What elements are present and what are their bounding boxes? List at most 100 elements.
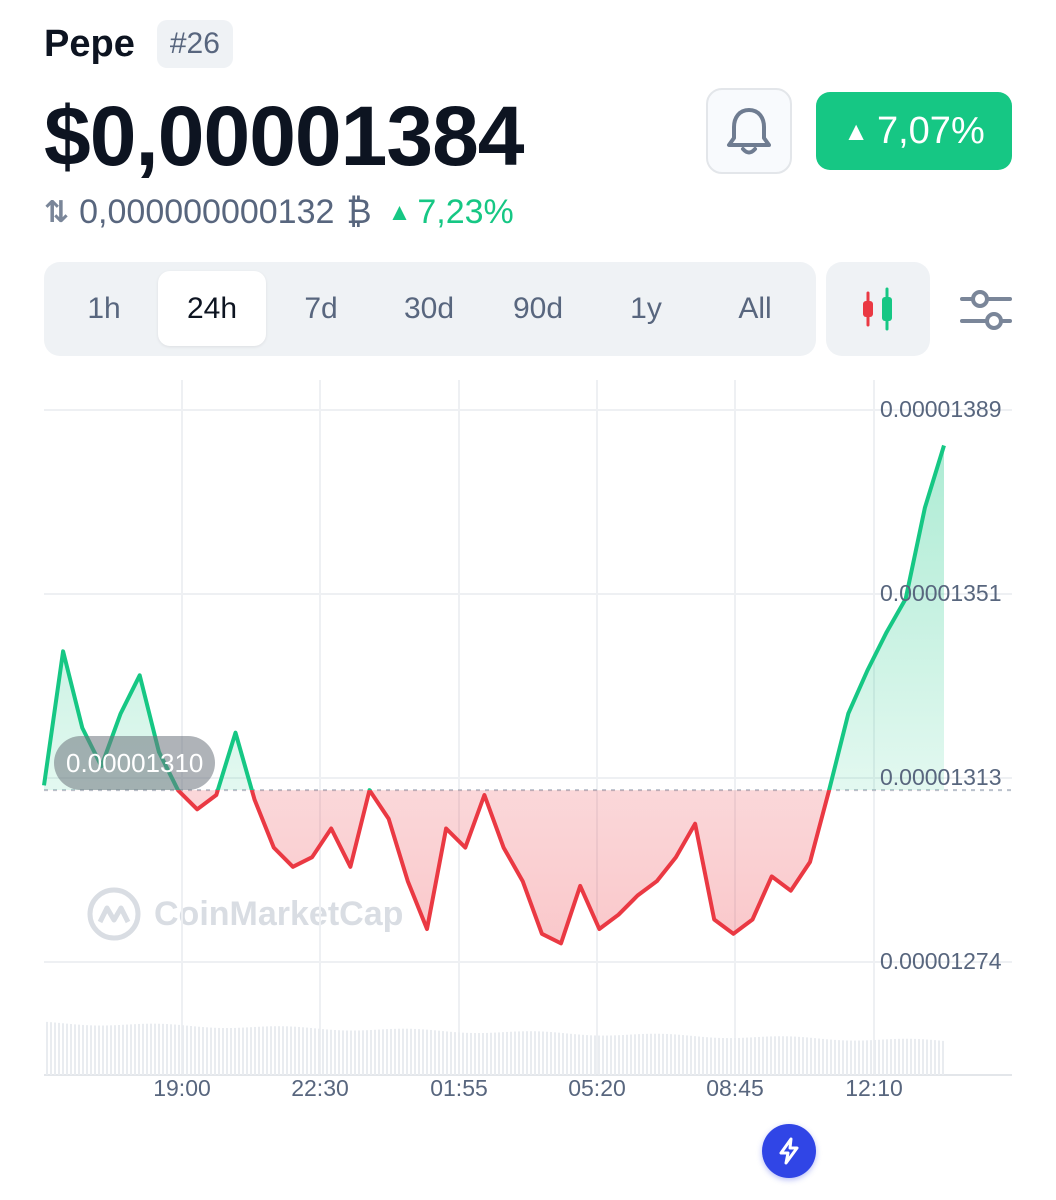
volume-bar xyxy=(550,1032,552,1075)
volume-bar xyxy=(894,1038,896,1075)
volume-bar xyxy=(426,1029,428,1075)
volume-bar xyxy=(278,1026,280,1075)
candlestick-toggle[interactable] xyxy=(826,262,930,356)
volume-bar xyxy=(542,1031,544,1075)
volume-bar xyxy=(94,1025,96,1075)
volume-bar xyxy=(138,1023,140,1075)
volume-bar xyxy=(74,1024,76,1075)
volume-bar xyxy=(234,1027,236,1075)
volume-bar xyxy=(78,1024,80,1075)
volume-bar xyxy=(866,1040,868,1075)
volume-bar xyxy=(562,1033,564,1075)
tab-7d[interactable]: 7d xyxy=(304,291,338,325)
volume-bar xyxy=(766,1036,768,1075)
volume-bar xyxy=(474,1033,476,1075)
volume-bar xyxy=(526,1031,528,1075)
volume-bar xyxy=(850,1040,852,1075)
volume-bar xyxy=(546,1031,548,1075)
tab-24h[interactable]: 24h xyxy=(158,271,266,346)
volume-bar xyxy=(606,1035,608,1075)
volume-bar xyxy=(454,1032,456,1075)
coin-header: Pepe #26 xyxy=(44,20,233,68)
flash-button[interactable] xyxy=(762,1124,816,1178)
volume-bar xyxy=(646,1033,648,1075)
volume-bar xyxy=(810,1037,812,1075)
tab-1h[interactable]: 1h xyxy=(87,291,121,325)
btc-change: ▲ 7,23% xyxy=(388,193,514,232)
volume-bar xyxy=(574,1034,576,1075)
volume-bar xyxy=(834,1039,836,1075)
volume-bar xyxy=(422,1029,424,1075)
volume-bar xyxy=(582,1034,584,1075)
y-tick-label: 0.00001313 xyxy=(880,764,1002,790)
volume-bar xyxy=(882,1039,884,1075)
y-tick-label: 0.00001351 xyxy=(880,580,1002,606)
chart-settings-button[interactable] xyxy=(956,282,1016,338)
volume-bar xyxy=(186,1025,188,1075)
price-line-down xyxy=(175,790,832,946)
volume-bar xyxy=(486,1032,488,1075)
volume-bar xyxy=(778,1036,780,1075)
volume-bar xyxy=(566,1033,568,1075)
candlestick-icon xyxy=(863,287,892,331)
volume-bar xyxy=(238,1027,240,1075)
volume-bar xyxy=(378,1029,380,1075)
volume-bar xyxy=(830,1039,832,1075)
volume-bar xyxy=(942,1040,944,1075)
price-line-up xyxy=(42,444,946,791)
volume-bar xyxy=(306,1027,308,1075)
volume-bar xyxy=(114,1025,116,1075)
volume-bar xyxy=(350,1030,352,1075)
volume-bar xyxy=(774,1036,776,1075)
tab-90d[interactable]: 90d xyxy=(512,291,564,325)
volume-bar xyxy=(446,1031,448,1075)
volume-bar xyxy=(786,1036,788,1075)
volume-bar xyxy=(434,1030,436,1075)
volume-bar xyxy=(846,1040,848,1075)
volume-bar xyxy=(754,1037,756,1075)
volume-bar xyxy=(58,1022,60,1075)
volume-bar xyxy=(478,1033,480,1075)
price-chart[interactable] xyxy=(0,370,1056,1090)
tab-30d[interactable]: 30d xyxy=(403,291,455,325)
volume-bar xyxy=(290,1026,292,1075)
volume-bar xyxy=(342,1030,344,1075)
volume-bar xyxy=(254,1026,256,1075)
volume-bar xyxy=(154,1023,156,1075)
coin-price: $0,00001384 xyxy=(44,89,525,183)
volume-bar xyxy=(918,1039,920,1075)
x-tick-label: 19:00 xyxy=(153,1075,211,1101)
volume-bar xyxy=(122,1024,124,1075)
volume-bar xyxy=(134,1024,136,1075)
volume-bar xyxy=(82,1024,84,1075)
volume-bar xyxy=(370,1029,372,1075)
volume-bar xyxy=(322,1029,324,1075)
area-below-baseline xyxy=(44,790,944,944)
x-tick-label: 01:55 xyxy=(430,1075,488,1101)
volume-bar xyxy=(854,1040,856,1075)
volume-bar xyxy=(714,1037,716,1075)
volume-bar xyxy=(898,1038,900,1075)
volume-bar xyxy=(814,1038,816,1075)
volume-bar xyxy=(174,1024,176,1075)
volume-bar xyxy=(710,1037,712,1075)
volume-bar xyxy=(938,1040,940,1075)
tab-1y[interactable]: 1y xyxy=(630,291,662,325)
time-range-tabs: 1h 24h 7d 30d 90d 1y All xyxy=(44,262,816,356)
volume-bar xyxy=(374,1029,376,1075)
price-change-value: 7,07% xyxy=(876,109,985,152)
volume-bar xyxy=(534,1031,536,1075)
volume-bar xyxy=(62,1023,64,1075)
volume-bar xyxy=(870,1040,872,1075)
coin-name: Pepe xyxy=(44,22,135,65)
swap-arrows-icon: ⇅ xyxy=(44,196,70,229)
volume-bar xyxy=(202,1027,204,1075)
volume-bar xyxy=(558,1032,560,1075)
volume-bar xyxy=(310,1027,312,1075)
price-alert-button[interactable] xyxy=(706,88,792,174)
volume-bar xyxy=(98,1025,100,1075)
volume-bar xyxy=(218,1027,220,1075)
tab-all[interactable]: All xyxy=(738,291,772,325)
volume-bar xyxy=(414,1028,416,1075)
volume-bar xyxy=(622,1034,624,1075)
